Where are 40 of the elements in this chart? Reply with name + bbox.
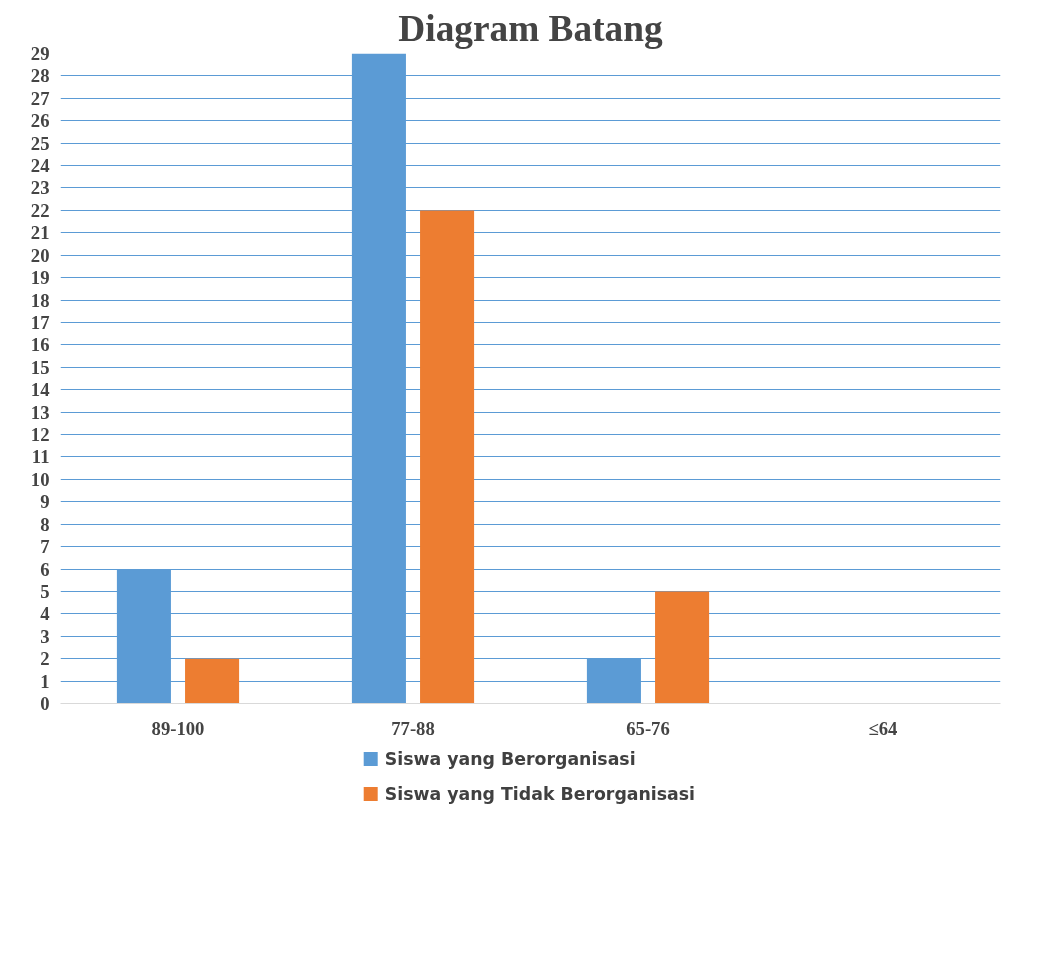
bar	[655, 591, 710, 704]
x-tick-label: 77-88	[391, 717, 435, 739]
y-tick-label: 23	[30, 177, 50, 199]
y-tick-label: 24	[30, 155, 50, 177]
y-tick-label: 14	[30, 379, 50, 401]
y-tick-label: 3	[40, 625, 50, 647]
x-tick-label: 65-76	[626, 717, 670, 739]
y-tick-label: 19	[30, 267, 50, 289]
y-tick-label: 7	[40, 536, 50, 558]
y-tick-label: 11	[31, 446, 50, 468]
x-tick-label: ≤64	[868, 717, 898, 739]
y-tick-label: 20	[30, 244, 50, 266]
y-tick-label: 27	[30, 87, 50, 109]
legend-label: Siswa yang Tidak Berorganisasi	[384, 784, 696, 804]
bar	[185, 658, 240, 704]
y-tick-label: 12	[30, 424, 50, 446]
y-tick-label: 25	[30, 132, 50, 154]
y-tick-label: 6	[40, 558, 50, 580]
y-tick-label: 28	[30, 65, 50, 87]
y-tick-label: 16	[30, 334, 50, 356]
y-tick-label: 1	[40, 670, 50, 692]
y-tick-label: 21	[30, 222, 50, 244]
legend-label: Siswa yang Berorganisasi	[384, 749, 636, 769]
chart-title: Diagram Batang	[398, 7, 664, 49]
x-tick-label: 89-100	[151, 717, 205, 739]
y-tick-label: 4	[40, 603, 50, 625]
y-tick-label: 26	[30, 110, 50, 132]
y-tick-label: 5	[40, 580, 50, 602]
y-tick-label: 13	[30, 401, 50, 423]
bar	[420, 210, 475, 704]
y-tick-label: 18	[30, 289, 50, 311]
y-tick-label: 29	[30, 43, 50, 64]
y-tick-label: 8	[40, 513, 50, 535]
y-tick-label: 22	[30, 199, 50, 221]
y-tick-label: 2	[40, 648, 50, 670]
y-tick-label: 15	[30, 356, 50, 378]
y-tick-label: 17	[30, 311, 50, 333]
y-tick-label: 9	[40, 491, 50, 513]
y-tick-label: 0	[40, 693, 50, 714]
y-tick-label: 10	[30, 468, 50, 490]
